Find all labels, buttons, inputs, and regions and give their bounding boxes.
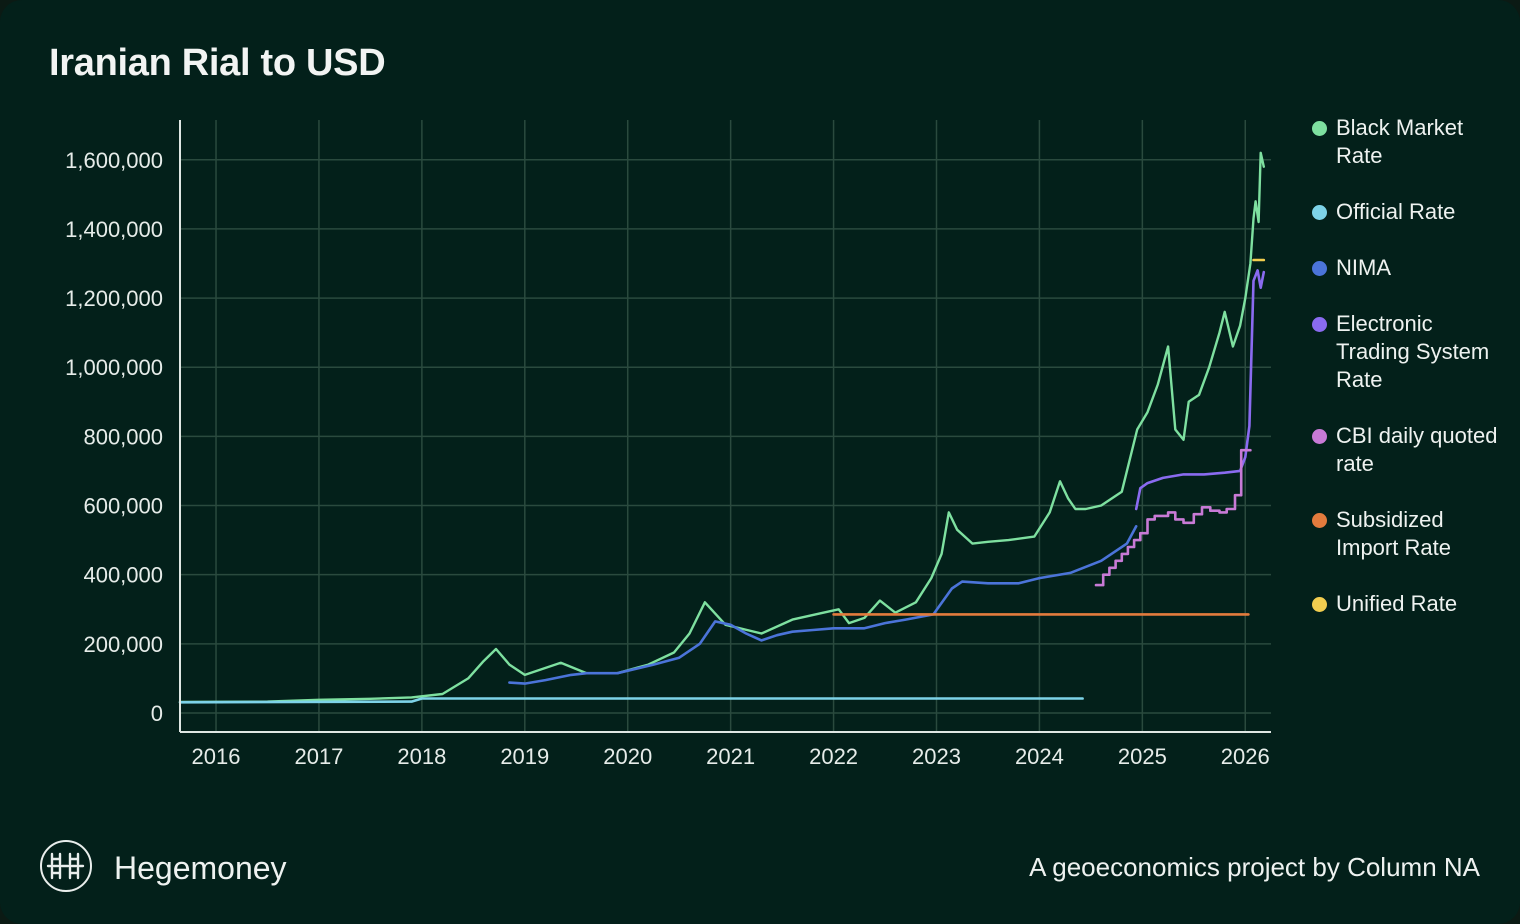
legend-label: Electronic Trading System Rate xyxy=(1336,311,1490,392)
legend-item[interactable]: Subsidized Import Rate xyxy=(1312,506,1512,562)
legend-swatch-icon xyxy=(1312,205,1327,220)
y-tick-label: 400,000 xyxy=(83,563,163,588)
credit-text: A geoeconomics project by Column NA xyxy=(1029,852,1480,882)
hegemoney-logo-icon xyxy=(40,840,92,892)
series-line-electronic-trading-system-rate xyxy=(1134,269,1266,511)
series-line-cbi-daily-quoted-rate xyxy=(1094,448,1252,587)
series-line-official-rate xyxy=(178,697,1084,704)
y-tick-label: 200,000 xyxy=(83,632,163,657)
x-tick-label: 2022 xyxy=(809,744,858,769)
legend-swatch-icon xyxy=(1312,317,1327,332)
legend-swatch-icon xyxy=(1312,429,1327,444)
brand-name: Hegemoney xyxy=(114,850,287,886)
legend-label: Unified Rate xyxy=(1336,591,1458,616)
y-tick-label: 0 xyxy=(151,701,163,726)
legend-swatch-icon xyxy=(1312,121,1327,136)
legend-label: CBI daily quoted rate xyxy=(1336,423,1498,476)
legend-swatch-icon xyxy=(1312,261,1327,276)
legend-label: Official Rate xyxy=(1336,199,1456,224)
x-tick-label: 2016 xyxy=(192,744,241,769)
series-layer xyxy=(178,151,1266,704)
y-tick-label: 1,200,000 xyxy=(65,286,163,311)
legend-item[interactable]: NIMA xyxy=(1312,254,1512,282)
legend-swatch-icon xyxy=(1312,513,1327,528)
x-tick-label: 2024 xyxy=(1015,744,1064,769)
legend-label: Subsidized Import Rate xyxy=(1336,507,1451,560)
legend-swatch-icon xyxy=(1312,597,1327,612)
x-tick-label: 2018 xyxy=(397,744,446,769)
chart-title: Iranian Rial to USD xyxy=(49,42,386,84)
legend-item[interactable]: CBI daily quoted rate xyxy=(1312,422,1512,478)
tick-labels: 0 200,000 400,000 600,000 800,000 1,000,000 1,… xyxy=(65,148,1270,769)
y-tick-label: 1,000,000 xyxy=(65,355,163,380)
grid-layer xyxy=(180,120,1271,732)
x-tick-label: 2023 xyxy=(912,744,961,769)
y-tick-label: 1,400,000 xyxy=(65,217,163,242)
x-tick-label: 2017 xyxy=(294,744,343,769)
x-tick-label: 2020 xyxy=(603,744,652,769)
x-tick-label: 2025 xyxy=(1118,744,1167,769)
series-line-nima xyxy=(508,525,1138,685)
y-tick-label: 600,000 xyxy=(83,494,163,519)
legend-item[interactable]: Unified Rate xyxy=(1312,590,1512,618)
chart-legend: Black Market Rate Official Rate NIMA Electr… xyxy=(1312,114,1512,646)
legend-item[interactable]: Official Rate xyxy=(1312,198,1512,226)
legend-item[interactable]: Black Market Rate xyxy=(1312,114,1512,170)
x-tick-label: 2026 xyxy=(1221,744,1270,769)
y-tick-label: 800,000 xyxy=(83,424,163,449)
x-tick-label: 2019 xyxy=(500,744,549,769)
series-line-black-market-rate xyxy=(178,151,1265,704)
x-tick-label: 2021 xyxy=(706,744,755,769)
legend-item[interactable]: Electronic Trading System Rate xyxy=(1312,310,1512,394)
legend-label: Black Market Rate xyxy=(1336,115,1464,168)
y-tick-label: 1,600,000 xyxy=(65,148,163,173)
legend-label: NIMA xyxy=(1336,255,1391,280)
axis-layer xyxy=(179,120,1271,733)
